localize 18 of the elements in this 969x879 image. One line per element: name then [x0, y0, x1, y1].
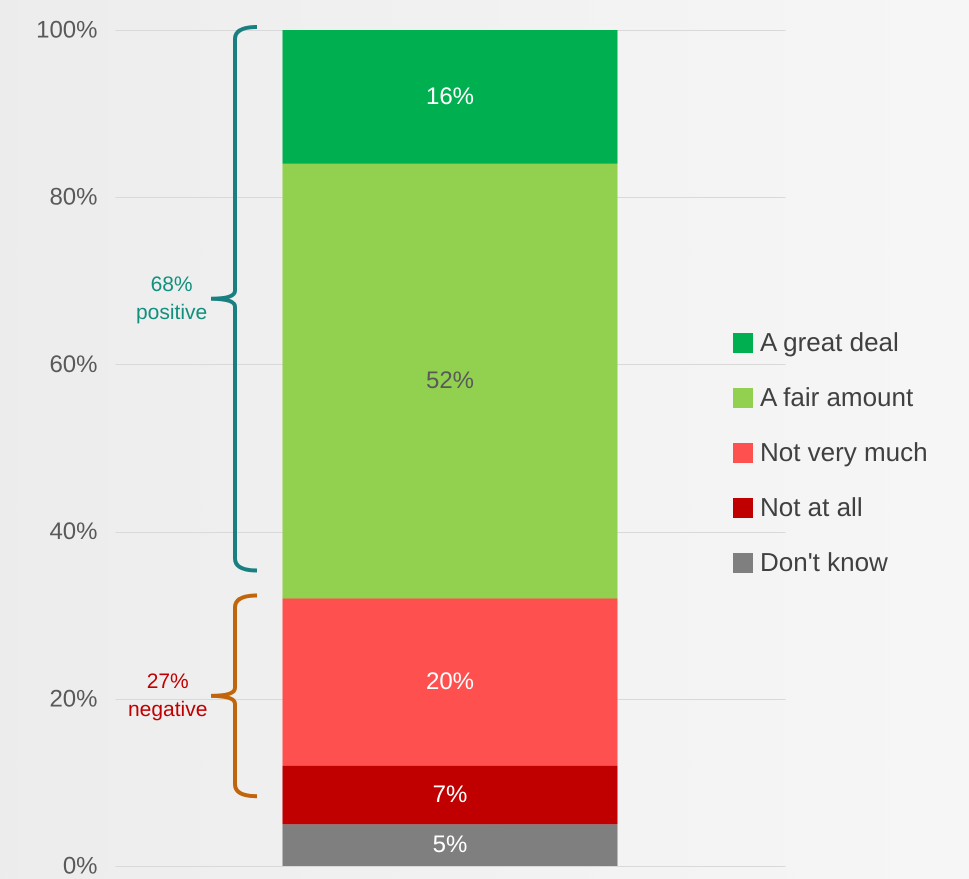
- y-tick-label: 80%: [49, 184, 98, 211]
- y-tick-label: 20%: [49, 685, 98, 712]
- y-tick-label: 100%: [36, 16, 98, 44]
- text: 16%: [426, 82, 474, 110]
- text: 7%: [432, 780, 468, 808]
- text: 27% negative: [128, 669, 208, 723]
- text: 5%: [432, 831, 468, 858]
- y-tick-label: 0%: [62, 852, 98, 879]
- legend-label: Don't know: [760, 547, 888, 577]
- legend-label: A fair amount: [760, 382, 914, 412]
- legend-label: Not at all: [760, 492, 863, 522]
- text: 68% positive: [136, 272, 208, 326]
- text: 20%: [426, 668, 474, 696]
- legend-label: Not very much: [760, 437, 928, 467]
- text: 52%: [426, 367, 474, 394]
- legend-label: A great deal: [760, 327, 899, 357]
- y-tick-label: 40%: [49, 518, 98, 546]
- y-tick-label: 60%: [49, 350, 98, 378]
